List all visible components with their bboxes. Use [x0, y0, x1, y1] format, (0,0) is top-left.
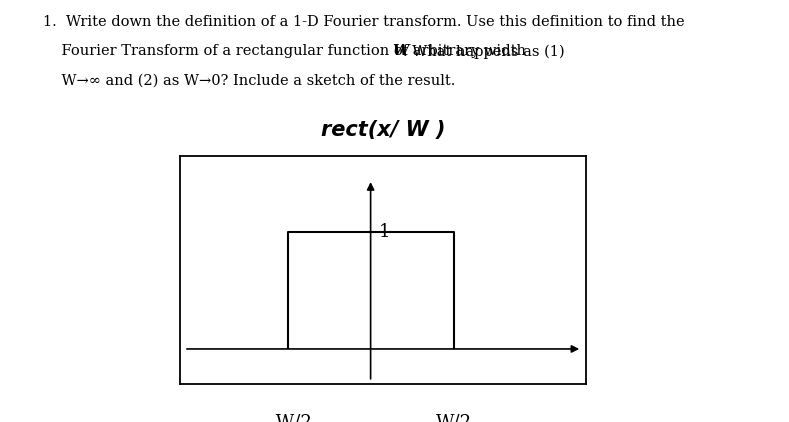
Text: W→∞ and (2) as W→0? Include a sketch of the result.: W→∞ and (2) as W→0? Include a sketch of … — [43, 74, 456, 88]
Text: rect(x/ W ): rect(x/ W ) — [321, 120, 445, 140]
Text: W/2: W/2 — [436, 414, 472, 422]
Text: - W/2: - W/2 — [264, 414, 312, 422]
Text: 1.  Write down the definition of a 1-D Fourier transform. Use this definition to: 1. Write down the definition of a 1-D Fo… — [43, 15, 685, 29]
Text: 1: 1 — [379, 223, 391, 241]
Text: W: W — [392, 44, 409, 58]
Text: Fourier Transform of a rectangular function of arbitrary width: Fourier Transform of a rectangular funct… — [43, 44, 526, 58]
Text: . What happens as (1): . What happens as (1) — [403, 44, 565, 59]
